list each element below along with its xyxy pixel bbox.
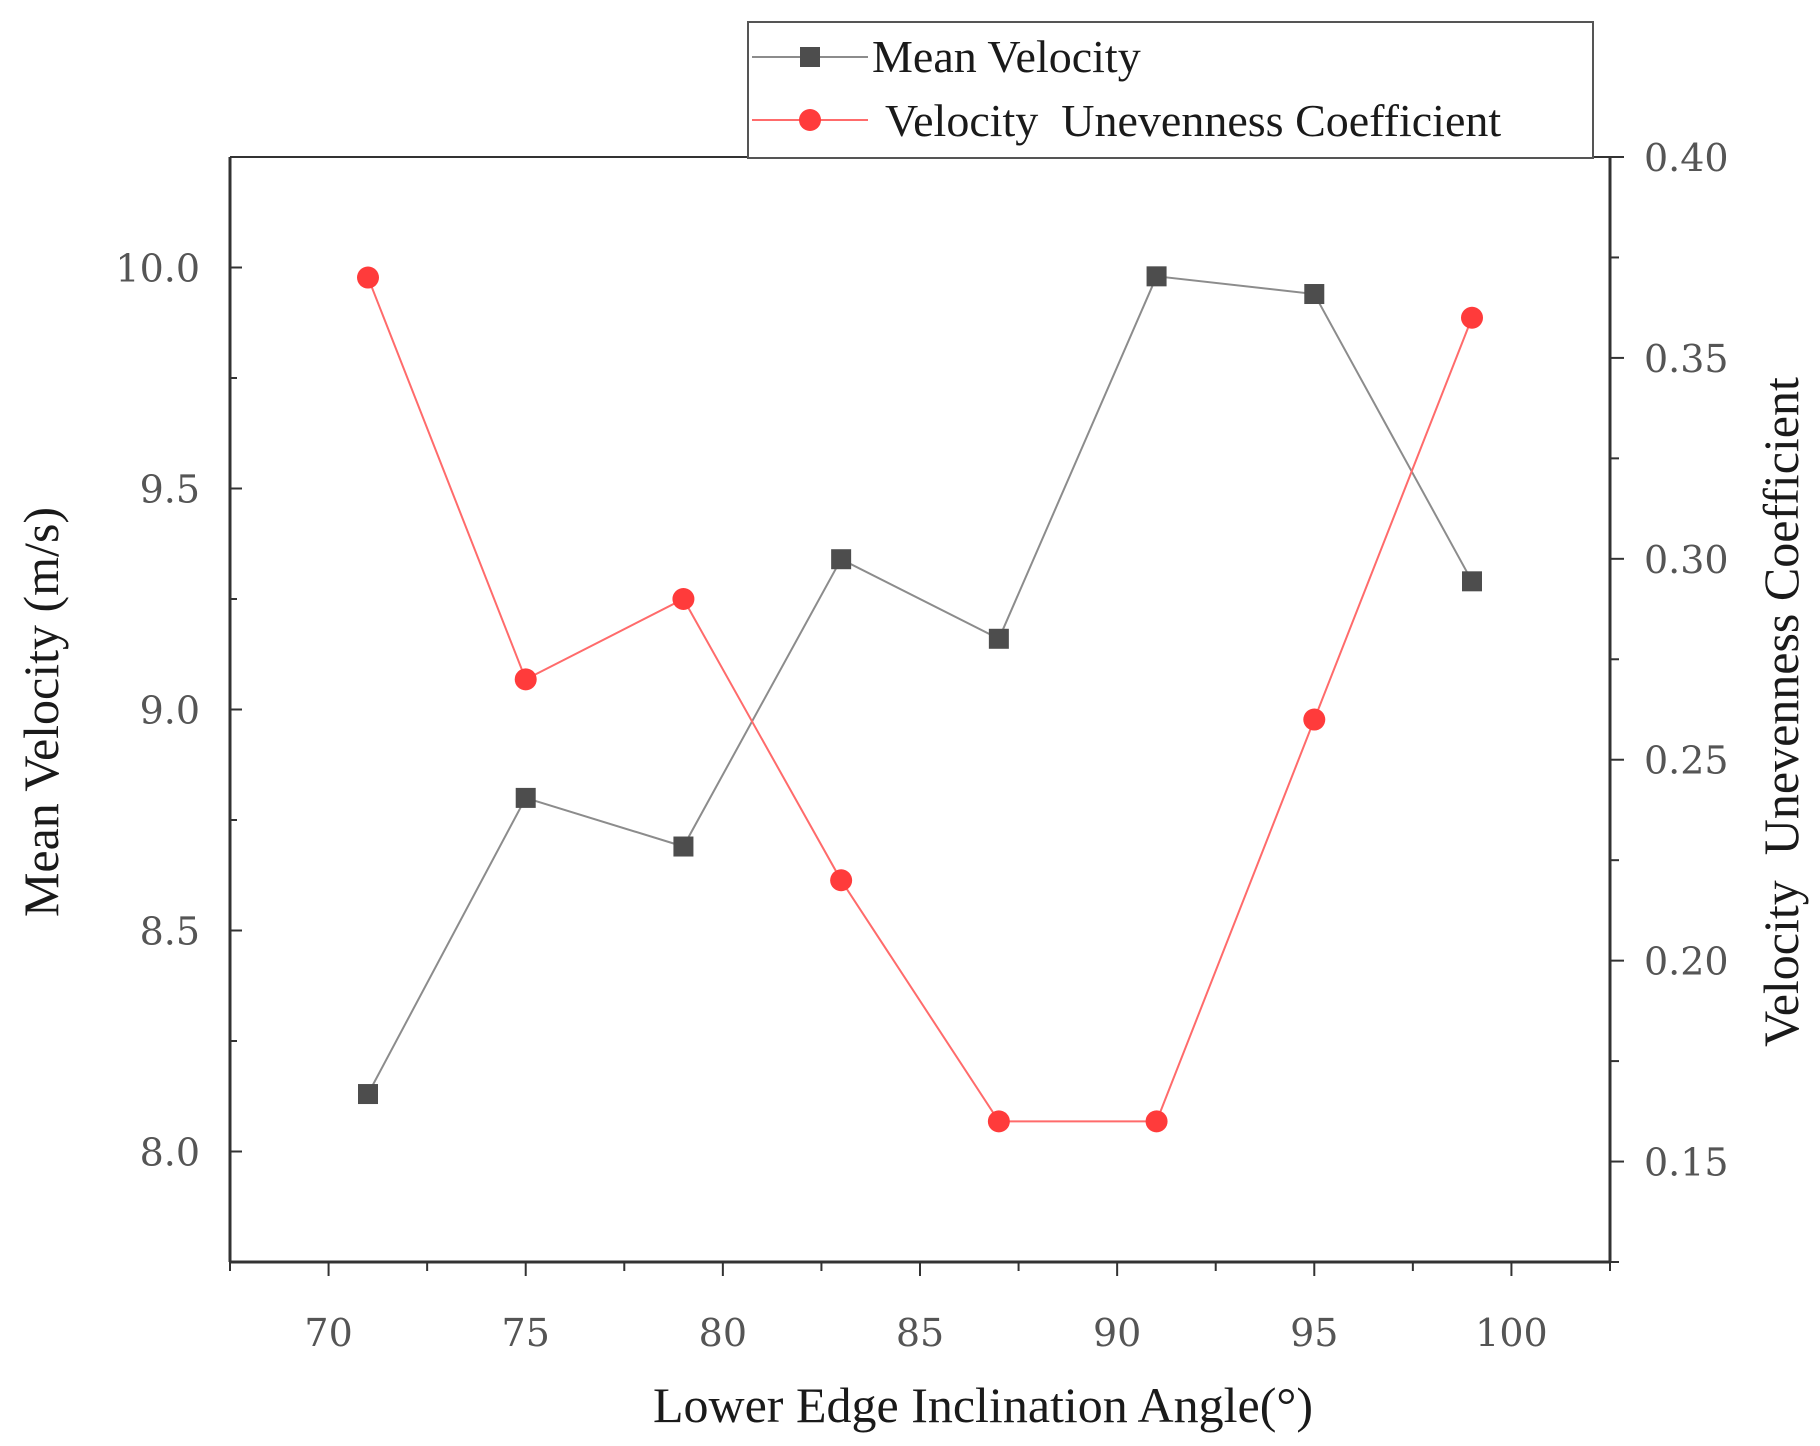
data-point-mean-velocity [673,836,694,857]
legend-label-mean-velocity: Mean Velocity [872,31,1141,82]
x-tick-label: 95 [1290,1311,1338,1355]
data-point-mean-velocity [1146,266,1167,287]
x-tick-label: 75 [502,1311,550,1355]
y-axis-left-title: Mean Velocity (m/s) [13,507,69,917]
data-point-unevenness [987,1110,1010,1133]
series-line-unevenness [367,277,1473,1123]
data-point-mean-velocity [358,1084,378,1105]
y-right-tick-label: 0.20 [1644,940,1729,984]
data-point-mean-velocity [515,787,536,808]
x-tick-label: 80 [699,1311,747,1355]
y-left-tick-label: 9.0 [140,689,200,733]
y-left-tick-label: 10.0 [115,247,200,291]
data-point-mean-velocity [831,549,852,570]
data-point-unevenness [1303,708,1326,731]
series-layer [357,266,1483,1133]
legend-marker-unevenness [799,109,821,131]
y-left-tick-label: 8.0 [140,1131,200,1175]
y-right-tick-label: 0.15 [1644,1141,1729,1185]
axes [228,156,1612,1264]
data-point-unevenness [1461,306,1483,329]
y-right-tick-label: 0.25 [1644,739,1729,783]
data-point-mean-velocity [1304,284,1325,305]
y-left-tick-label: 9.5 [140,468,200,512]
x-axis-title: Lower Edge Inclination Angle(°) [653,1377,1313,1433]
legend-marker-mean-velocity [800,47,820,67]
legend-box [747,21,1594,159]
x-tick-label: 90 [1093,1311,1141,1355]
x-tick-label: 100 [1475,1311,1548,1355]
data-point-mean-velocity [988,628,1009,649]
y-right-tick-label: 0.30 [1644,538,1729,582]
legend-label-unevenness: Velocity Unevenness Coefficient [885,95,1501,146]
data-point-unevenness [1145,1110,1168,1133]
data-point-unevenness [357,266,379,289]
x-tick-label: 70 [304,1311,352,1355]
data-point-unevenness [672,588,695,610]
y-right-tick-label: 0.35 [1644,337,1729,381]
y-axis-right-title: Velocity Unevenness Coefficient [1753,377,1809,1047]
y-left-tick-label: 8.5 [140,910,200,954]
series-line-mean-velocity [367,275,1473,1095]
y-right-tick-label: 0.40 [1644,136,1729,180]
x-tick-label: 85 [896,1311,944,1355]
ticks: 70 75 80 85 90 95 100 8.0 8.5 9.0 9.5 10.0 0.15 0.20 0… [115,136,1728,1355]
data-point-mean-velocity [1462,571,1482,592]
data-point-unevenness [830,869,853,892]
data-point-unevenness [514,668,537,691]
legend: Mean Velocity Velocity Unevenness Coeffi… [747,21,1594,159]
